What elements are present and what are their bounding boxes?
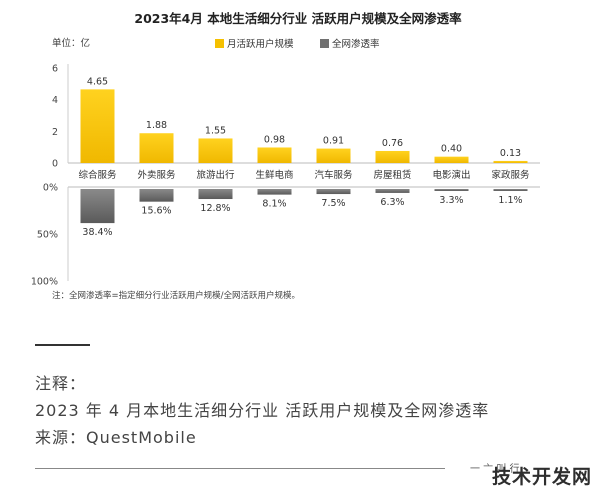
data-label-mau: 0.76 (382, 138, 403, 149)
chart-note: 注：全网渗透率=指定细分行业活跃用户规模/全网活跃用户规模。 (52, 290, 300, 301)
bar-penetration (139, 189, 174, 202)
bar-mau (198, 138, 233, 163)
legend-label-mau: 月活跃用户规模 (227, 38, 294, 50)
bar-mau (434, 156, 469, 163)
bar-mau (493, 160, 528, 163)
x-tick-label: 生鲜电商 (255, 169, 293, 181)
data-label-penetration: 15.6% (141, 206, 171, 217)
bar-penetration (375, 189, 410, 193)
bar-mau (257, 147, 292, 163)
caption-divider (35, 344, 90, 346)
bar-mau (375, 150, 410, 163)
unit-label: 单位：亿 (52, 37, 90, 49)
bar-penetration (316, 189, 351, 195)
chart: 2023年4月 本地生活细分行业 活跃用户规模及全网渗透率 单位：亿 月活跃用户… (31, 11, 540, 301)
lower-y-tick-label: 0% (43, 183, 58, 194)
x-tick-label: 汽车服务 (314, 169, 353, 181)
partial-cut-text: 一 亠 叫 行 (470, 464, 520, 475)
watermark: 技术开发网 (491, 466, 592, 488)
bar-penetration (434, 189, 469, 191)
data-label-mau: 0.91 (323, 136, 344, 147)
x-tick-label: 外卖服务 (137, 169, 176, 181)
caption: 注释： 2023 年 4 月本地生活细分行业 活跃用户规模及全网渗透率 来源：Q… (35, 370, 575, 451)
data-label-penetration: 7.5% (321, 198, 345, 209)
bar-mau (80, 89, 115, 163)
data-label-penetration: 6.3% (380, 197, 404, 208)
lower-y-tick-label: 50% (37, 230, 58, 241)
upper-y-tick-label: 4 (52, 95, 58, 106)
bar-penetration (198, 189, 233, 200)
bar-mau (139, 133, 174, 163)
data-label-mau: 0.40 (441, 144, 462, 155)
x-tick-label: 综合服务 (78, 169, 117, 181)
bar-penetration (257, 189, 292, 195)
legend-swatch-penetration (320, 39, 329, 48)
bar-mau (316, 148, 351, 163)
data-label-penetration: 3.3% (439, 195, 463, 206)
data-label-mau: 0.13 (500, 148, 521, 159)
legend-label-penetration: 全网渗透率 (332, 38, 380, 50)
chart-title: 2023年4月 本地生活细分行业 活跃用户规模及全网渗透率 (134, 11, 462, 26)
data-label-penetration: 12.8% (200, 203, 230, 214)
data-label-penetration: 8.1% (262, 199, 286, 210)
data-label-penetration: 38.4% (82, 227, 112, 238)
x-tick-label: 电影演出 (432, 169, 470, 181)
bottom-divider (35, 468, 445, 469)
data-label-penetration: 1.1% (498, 195, 522, 206)
data-label-mau: 1.88 (146, 120, 167, 131)
data-label-mau: 0.98 (264, 134, 285, 145)
data-label-mau: 4.65 (87, 76, 108, 87)
x-tick-label: 旅游出行 (196, 169, 235, 181)
data-label-mau: 1.55 (205, 125, 226, 136)
bar-penetration (493, 189, 528, 191)
bar-penetration (80, 189, 115, 224)
legend-swatch-mau (215, 39, 224, 48)
upper-y-tick-label: 6 (52, 64, 58, 75)
upper-y-tick-label: 0 (52, 159, 58, 170)
upper-y-tick-label: 2 (52, 127, 58, 138)
x-tick-label: 房屋租赁 (373, 169, 411, 181)
caption-line-1: 注释： (35, 374, 87, 393)
caption-line-3: 来源：QuestMobile (35, 428, 197, 447)
caption-line-2: 2023 年 4 月本地生活细分行业 活跃用户规模及全网渗透率 (35, 401, 490, 420)
lower-y-tick-label: 100% (31, 277, 58, 288)
x-tick-label: 家政服务 (491, 169, 530, 181)
